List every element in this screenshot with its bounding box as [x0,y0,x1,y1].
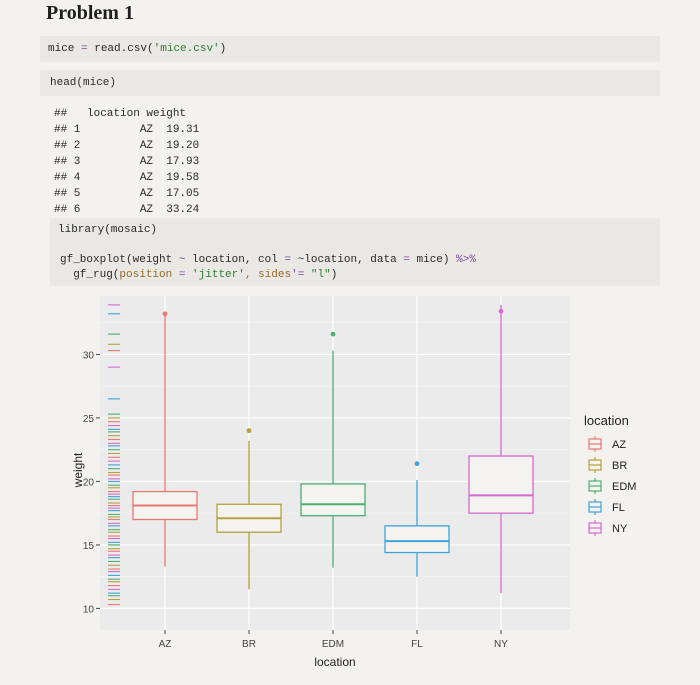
x-axis-title: location [314,655,355,669]
head-output-row: ## 1 AZ 19.31 [54,124,200,136]
head-output-header: ## location weight [54,108,187,120]
x-tick-label: NY [494,639,508,650]
rug [108,304,120,606]
code-part: location, col [185,254,285,266]
legend-item: EDM [588,478,636,494]
y-tick-label: 10 [83,604,95,615]
code-part: gf_boxplot(weight [60,254,179,266]
x-tick-label: BR [242,639,256,650]
x-tick-label: AZ [159,639,172,650]
legend-item: NY [588,520,628,536]
problem-title: Problem 1 [46,2,134,24]
code-library: library(mosaic) [58,224,158,236]
box-NY [468,304,534,594]
box-iqr [300,483,366,517]
outlier-point [162,311,168,317]
box-BR [216,428,282,590]
box-AZ [132,311,198,567]
code-part: "l" [304,269,331,281]
code-part: position [119,269,179,281]
code-read-csv: mice = read.csv('mice.csv') [48,43,226,55]
code-part: mice) [409,254,457,266]
code-part: %>% [456,254,476,266]
code-boxplot: gf_boxplot(weight ~ location, col = ~loc… [60,254,476,266]
y-axis: 10 15 20 25 30 [83,350,100,615]
legend-item: AZ [588,436,626,452]
legend-title: location [584,413,629,428]
code-part: = [403,254,410,266]
code-head: head(mice) [50,77,117,89]
legend-item-label: BR [612,460,627,472]
head-output-row: ## 2 AZ 19.20 [54,140,200,152]
code-op: = [74,43,95,55]
code-var: mice [48,43,75,55]
legend-item-label: NY [612,523,628,535]
x-axis: AZ BR EDM FL NY [159,630,508,650]
box-FL [384,461,450,577]
x-tick-label: EDM [322,639,344,650]
code-part: = [284,254,292,266]
legend: location AZ BR EDM FL NY [584,413,636,536]
legend-item: BR [588,457,627,473]
box-iqr [384,525,450,554]
head-output-row: ## 5 AZ 17.05 [54,188,200,200]
legend-item-label: EDM [612,481,636,493]
code-part: gf_rug( [60,269,120,281]
head-output-row: ## 6 AZ 33.24 [54,204,200,216]
boxes [132,304,534,594]
head-output-row: ## 4 AZ 19.58 [54,172,200,184]
code-fn: read.csv( [94,43,154,55]
outlier-point [330,331,336,337]
code-block-plot [50,218,660,286]
outlier-point [246,428,252,434]
code-part: = [178,269,186,281]
code-part: , sides [244,269,292,281]
code-block-read [40,36,660,62]
outlier-point [498,308,504,314]
y-tick-label: 25 [83,414,95,425]
x-tick-label: FL [411,639,423,650]
code-part: ~ [178,254,186,266]
code-rug: gf_rug(position = 'jitter', sides'= "l") [60,269,337,281]
y-tick-label: 15 [83,541,95,552]
box-EDM [300,331,366,568]
y-tick-label: 30 [83,350,95,361]
code-part: '= [291,269,305,281]
outlier-point [414,461,420,467]
legend-item-label: FL [612,502,625,514]
code-part: ) [330,269,338,281]
legend-item-label: AZ [612,439,626,451]
code-block-head [40,70,660,96]
code-str: 'mice.csv' [153,43,220,55]
y-axis-title: weight [71,452,85,488]
code-part: 'jitter' [185,269,245,281]
box-iqr [468,455,534,514]
legend-item: FL [588,499,625,515]
code-part: ~location, data [291,254,404,266]
y-tick-label: 20 [83,477,95,488]
code-end: ) [219,43,227,55]
head-output-row: ## 3 AZ 17.93 [54,156,200,168]
